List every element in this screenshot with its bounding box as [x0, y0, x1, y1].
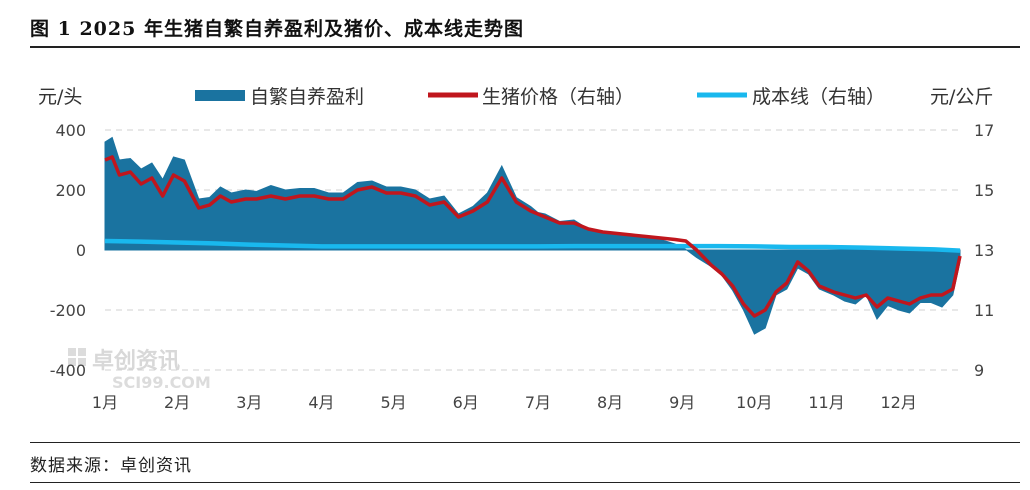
- watermark-sub: SCI99.COM: [112, 373, 211, 392]
- left-tick-label: -400: [50, 361, 86, 380]
- right-tick-label: 15: [974, 181, 994, 200]
- title-rule: [30, 46, 1020, 48]
- series-price-line: [104, 155, 962, 318]
- x-tick-label: 8月: [597, 393, 623, 412]
- right-tick-label: 17: [974, 121, 994, 140]
- watermark-logo-block: [78, 358, 86, 366]
- left-axis-ticks: 400 200 0 -200 -400: [50, 121, 86, 380]
- right-tick-label: 13: [974, 241, 994, 260]
- footer-rule-top: [30, 442, 1020, 443]
- x-axis-ticks: 1月 2月 3月 4月 5月 6月 7月 8月 9月 10月 11月 12月: [92, 393, 917, 412]
- data-source: 数据来源：卓创资讯: [30, 456, 192, 476]
- left-axis-unit: 元/头: [38, 86, 82, 108]
- x-tick-label: 11月: [808, 393, 844, 412]
- x-tick-label: 9月: [669, 393, 695, 412]
- x-tick-label: 6月: [453, 393, 479, 412]
- watermark-logo-block: [68, 358, 76, 366]
- x-tick-label: 10月: [736, 393, 772, 412]
- x-tick-label: 2月: [164, 393, 190, 412]
- right-tick-label: 11: [974, 301, 994, 320]
- plot-area: [104, 136, 962, 335]
- left-tick-label: 400: [55, 121, 86, 140]
- x-tick-label: 12月: [880, 393, 916, 412]
- footer-rule-bottom: [30, 482, 1020, 483]
- right-tick-label: 9: [974, 361, 984, 380]
- x-tick-label: 4月: [308, 393, 334, 412]
- legend-swatch-profit: [195, 90, 245, 101]
- page-title: 图 1 2025 年生猪自繁自养盈利及猪价、成本线走势图: [30, 18, 524, 40]
- x-tick-label: 3月: [236, 393, 262, 412]
- watermark-logo-block: [68, 348, 76, 356]
- series-profit-area: [104, 136, 961, 335]
- x-tick-label: 7月: [525, 393, 551, 412]
- series-cost-line: [104, 238, 961, 253]
- left-tick-label: -200: [50, 301, 86, 320]
- right-axis-ticks: 17 15 13 11 9: [974, 121, 994, 380]
- x-tick-label: 5月: [381, 393, 407, 412]
- legend: 自繁自养盈利 生猪价格（右轴） 成本线（右轴）: [195, 86, 885, 108]
- right-axis-unit: 元/公斤: [930, 86, 993, 108]
- watermark-logo-block: [78, 348, 86, 356]
- left-tick-label: 0: [76, 241, 86, 260]
- legend-label-profit: 自繁自养盈利: [250, 86, 364, 108]
- x-tick-label: 1月: [92, 393, 118, 412]
- left-tick-label: 200: [55, 181, 86, 200]
- legend-label-cost: 成本线（右轴）: [752, 86, 885, 108]
- legend-label-price: 生猪价格（右轴）: [482, 86, 634, 108]
